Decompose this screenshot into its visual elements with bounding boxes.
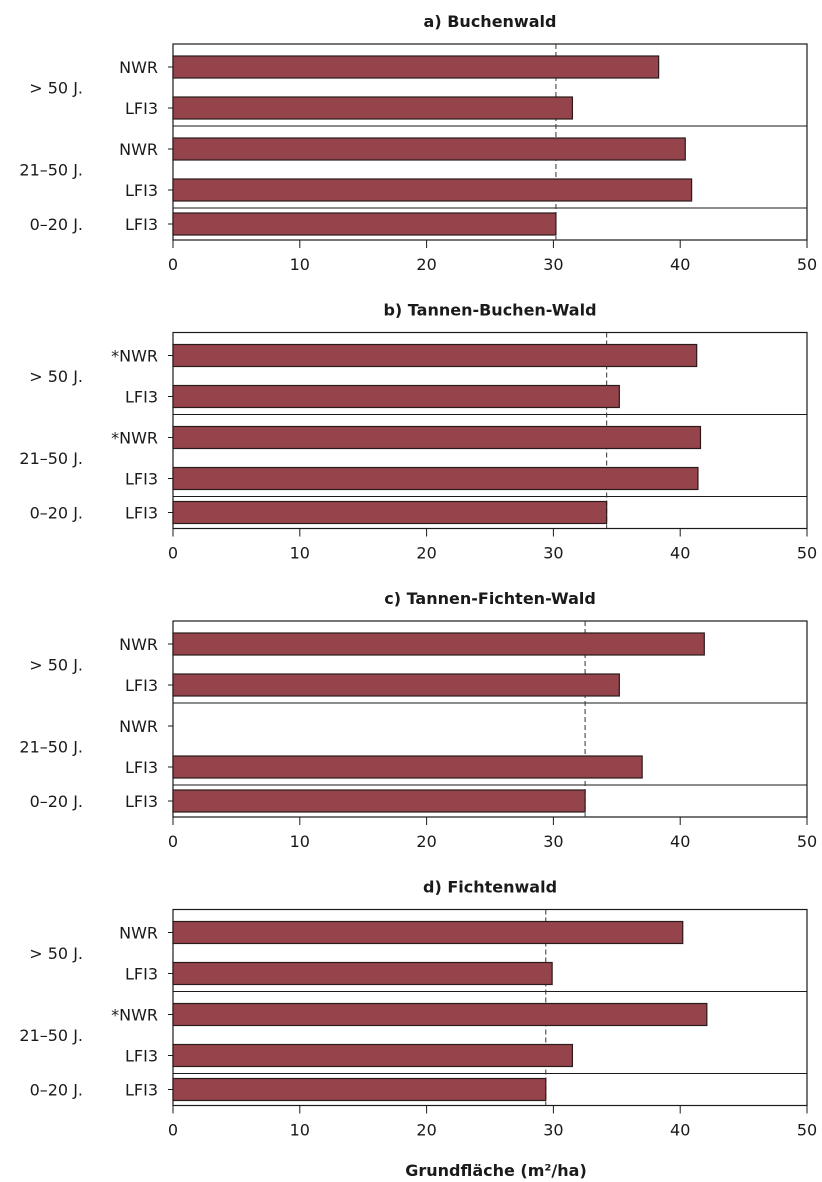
x-tick-label: 40 — [670, 255, 690, 274]
bar — [172, 1077, 547, 1102]
row-label: LFI3 — [125, 965, 158, 984]
x-tick-label: 30 — [543, 255, 563, 274]
row-label: LFI3 — [125, 215, 158, 234]
x-axis-label: Grundfläche (m²/ha) — [405, 1161, 587, 1180]
chart-panel-1: a) Buchenwald NWR LFI3 > 50 J. NWR LFI3 21–50 … — [19, 12, 817, 274]
bar — [172, 500, 608, 525]
x-tick-label: 0 — [168, 255, 178, 274]
group-label: 0–20 J. — [30, 504, 83, 523]
bar — [172, 137, 686, 161]
panel-title: b) Tannen-Buchen-Wald — [383, 301, 596, 320]
row-label: NWR — [119, 717, 158, 736]
row-label: LFI3 — [125, 181, 158, 200]
chart-panels: a) Buchenwald NWR LFI3 > 50 J. NWR LFI3 21–50 … — [19, 12, 817, 1140]
x-tick-label: 50 — [797, 832, 817, 851]
x-tick-label: 30 — [543, 544, 563, 563]
bar — [172, 96, 574, 120]
bar — [172, 920, 684, 945]
bar — [172, 1043, 574, 1068]
chart-panel-2: b) Tannen-Buchen-Wald *NWR LFI3 > 50 J. *NWR… — [19, 301, 817, 563]
bar — [172, 755, 643, 779]
bar — [172, 1002, 708, 1027]
x-tick-label: 10 — [290, 832, 310, 851]
x-tick-label: 30 — [543, 1121, 563, 1140]
x-tick-label: 10 — [290, 255, 310, 274]
group-label: > 50 J. — [29, 944, 83, 963]
bar — [172, 673, 620, 697]
x-tick-label: 0 — [168, 832, 178, 851]
group-label: > 50 J. — [29, 79, 83, 98]
group-label: 21–50 J. — [19, 1026, 83, 1045]
x-tick-label: 50 — [797, 1121, 817, 1140]
row-label: LFI3 — [125, 1047, 158, 1066]
group-label: 21–50 J. — [19, 161, 83, 180]
bar — [172, 178, 693, 202]
group-label: 21–50 J. — [19, 449, 83, 468]
row-label: *NWR — [111, 347, 158, 366]
x-tick-label: 20 — [416, 544, 436, 563]
row-label: LFI3 — [125, 792, 158, 811]
bar — [172, 55, 660, 79]
group-label: > 50 J. — [29, 656, 83, 675]
row-label: LFI3 — [125, 1081, 158, 1100]
bar — [172, 632, 705, 656]
x-tick-label: 40 — [670, 544, 690, 563]
x-tick-label: 10 — [290, 544, 310, 563]
x-tick-label: 30 — [543, 832, 563, 851]
row-label: LFI3 — [125, 504, 158, 523]
row-label: NWR — [119, 635, 158, 654]
row-label: LFI3 — [125, 758, 158, 777]
x-tick-label: 20 — [416, 255, 436, 274]
row-label: LFI3 — [125, 388, 158, 407]
panel-title: d) Fichtenwald — [423, 878, 557, 897]
row-label: *NWR — [111, 1006, 158, 1025]
row-label: LFI3 — [125, 676, 158, 695]
bar — [172, 789, 586, 813]
bar — [172, 425, 702, 450]
group-label: > 50 J. — [29, 367, 83, 386]
x-tick-label: 0 — [168, 544, 178, 563]
x-tick-label: 0 — [168, 1121, 178, 1140]
group-label: 0–20 J. — [30, 1081, 83, 1100]
row-label: *NWR — [111, 429, 158, 448]
panel-title: c) Tannen-Fichten-Wald — [384, 589, 596, 608]
x-tick-label: 20 — [416, 832, 436, 851]
group-label: 21–50 J. — [19, 738, 83, 757]
row-label: LFI3 — [125, 470, 158, 489]
group-label: 0–20 J. — [30, 792, 83, 811]
row-label: NWR — [119, 58, 158, 77]
x-tick-label: 50 — [797, 255, 817, 274]
bar — [172, 384, 620, 409]
x-tick-label: 40 — [670, 1121, 690, 1140]
chart-panel-3: c) Tannen-Fichten-Wald NWR LFI3 > 50 J. NWR L… — [19, 589, 817, 851]
row-label: NWR — [119, 140, 158, 159]
chart-panel-4: d) Fichtenwald NWR LFI3 > 50 J. *NWR LFI3 21–5… — [19, 878, 817, 1140]
x-tick-label: 50 — [797, 544, 817, 563]
x-tick-label: 40 — [670, 832, 690, 851]
row-label: NWR — [119, 924, 158, 943]
bar — [172, 212, 557, 236]
bar — [172, 961, 553, 986]
plot-frame — [172, 620, 808, 818]
row-label: LFI3 — [125, 99, 158, 118]
group-label: 0–20 J. — [30, 215, 83, 234]
x-tick-label: 10 — [290, 1121, 310, 1140]
panel-title: a) Buchenwald — [424, 12, 557, 31]
bar — [172, 466, 699, 491]
x-tick-label: 20 — [416, 1121, 436, 1140]
bar — [172, 343, 698, 368]
